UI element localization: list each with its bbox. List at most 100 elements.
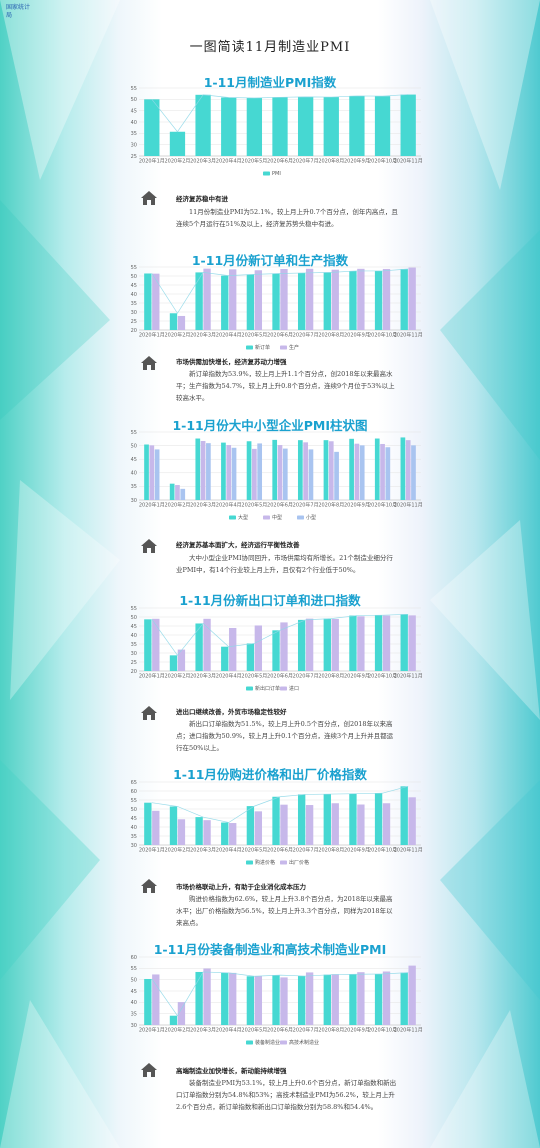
bar (152, 618, 160, 671)
bar (221, 972, 229, 1025)
bar (229, 972, 237, 1025)
chart-title-pmi: 1-11月制造业PMI指数 (203, 75, 337, 90)
x-tick-label: 2020年7月 (293, 502, 319, 509)
legend-label: 装备制造业 (255, 1039, 280, 1046)
bar (357, 616, 365, 671)
x-tick-label: 2020年3月 (190, 332, 216, 339)
x-tick-label: 2020年10月 (368, 1027, 397, 1034)
bar (221, 97, 237, 156)
chart-title-trade: 1-11月份新出口订单和进口指数 (179, 593, 361, 608)
legend-label: 高技术制造业 (289, 1039, 319, 1046)
bar (374, 793, 383, 845)
bar (180, 488, 186, 500)
x-tick-label: 2020年1月 (139, 502, 165, 509)
x-tick-label: 2020年5月 (241, 502, 267, 509)
bar (152, 810, 160, 845)
trend-line (151, 971, 409, 1017)
x-tick-label: 2020年3月 (190, 847, 216, 854)
note-heading: 市场供需加快增长，经济复苏动力增强 (176, 358, 287, 366)
x-tick-label: 2020年4月 (216, 502, 242, 509)
x-tick-label: 2020年2月 (165, 1027, 191, 1034)
bar (169, 313, 178, 330)
bar (169, 483, 175, 500)
bar (277, 445, 283, 500)
y-tick-label: 40 (131, 633, 137, 639)
bar (305, 972, 314, 1025)
x-tick-label: 2020年7月 (293, 673, 319, 680)
note-heading: 进出口继续改善，外贸市场稳定性较好 (176, 708, 287, 716)
bar (257, 443, 263, 500)
y-tick-label: 45 (131, 816, 137, 822)
bar (357, 268, 365, 330)
x-tick-label: 2020年8月 (318, 502, 344, 509)
x-tick-label: 2020年7月 (293, 1027, 319, 1034)
x-tick-label: 2020年7月 (293, 847, 319, 854)
x-tick-label: 2020年6月 (267, 332, 293, 339)
y-tick-label: 55 (131, 798, 137, 804)
bar (328, 441, 334, 500)
y-tick-label: 25 (131, 319, 137, 325)
legend-label: 出厂价格 (289, 859, 309, 866)
bar (246, 806, 255, 845)
bar (323, 974, 331, 1025)
x-tick-label: 2020年10月 (368, 673, 397, 680)
y-tick-label: 45 (131, 624, 137, 630)
page-title: 一图简读11月制造业PMI (189, 40, 351, 55)
x-tick-label: 2020年1月 (139, 673, 165, 680)
x-tick-label: 2020年1月 (139, 1027, 165, 1034)
y-tick-label: 40 (131, 471, 137, 477)
y-tick-label: 45 (131, 108, 137, 114)
bar (144, 444, 149, 500)
logo: 国家统计局 (6, 4, 31, 19)
home-icon (140, 878, 158, 894)
x-tick-label: 2020年6月 (267, 847, 293, 854)
bar (195, 623, 203, 671)
bar (144, 273, 152, 330)
x-tick-label: 2020年8月 (318, 847, 344, 854)
x-tick-label: 2020年9月 (344, 673, 370, 680)
bar (200, 440, 206, 500)
bar (226, 445, 232, 500)
bar (323, 618, 331, 671)
y-tick-label: 35 (131, 484, 137, 490)
bar (297, 976, 306, 1025)
bar (349, 95, 365, 156)
chart-title-orders: 1-11月份新订单和生产指数 (191, 253, 349, 268)
y-tick-label: 30 (131, 843, 137, 849)
legend-label: 新出口订单 (255, 685, 280, 692)
x-tick-label: 2020年8月 (318, 158, 344, 165)
x-tick-label: 2020年6月 (267, 673, 293, 680)
bar (408, 615, 416, 671)
bar (305, 618, 314, 671)
bar (297, 96, 314, 156)
bar (323, 440, 329, 500)
y-tick-label: 55 (131, 430, 137, 436)
bar (254, 625, 263, 671)
home-icon (140, 190, 158, 206)
bar (229, 823, 237, 845)
bar (177, 649, 186, 671)
bar (246, 97, 263, 156)
x-tick-label: 2020年4月 (216, 847, 242, 854)
bar (152, 974, 160, 1025)
legend-swatch (280, 686, 287, 691)
x-tick-label: 2020年10月 (368, 847, 397, 854)
x-tick-label: 2020年8月 (318, 673, 344, 680)
x-tick-label: 2020年9月 (344, 847, 370, 854)
bar (297, 619, 306, 671)
x-tick-label: 2020年10月 (368, 158, 397, 165)
x-tick-label: 2020年6月 (267, 1027, 293, 1034)
bar (280, 977, 288, 1025)
bar (272, 630, 280, 671)
legend-label: 新订单 (255, 344, 270, 351)
y-tick-label: 35 (131, 642, 137, 648)
x-tick-label: 2020年7月 (293, 158, 319, 165)
bar (297, 794, 306, 845)
legend-label: 购进价格 (255, 859, 275, 866)
home-icon (140, 538, 158, 554)
x-tick-label: 2020年3月 (190, 1027, 216, 1034)
y-tick-label: 40 (131, 292, 137, 298)
trend-line (151, 785, 409, 823)
bar (203, 618, 211, 671)
